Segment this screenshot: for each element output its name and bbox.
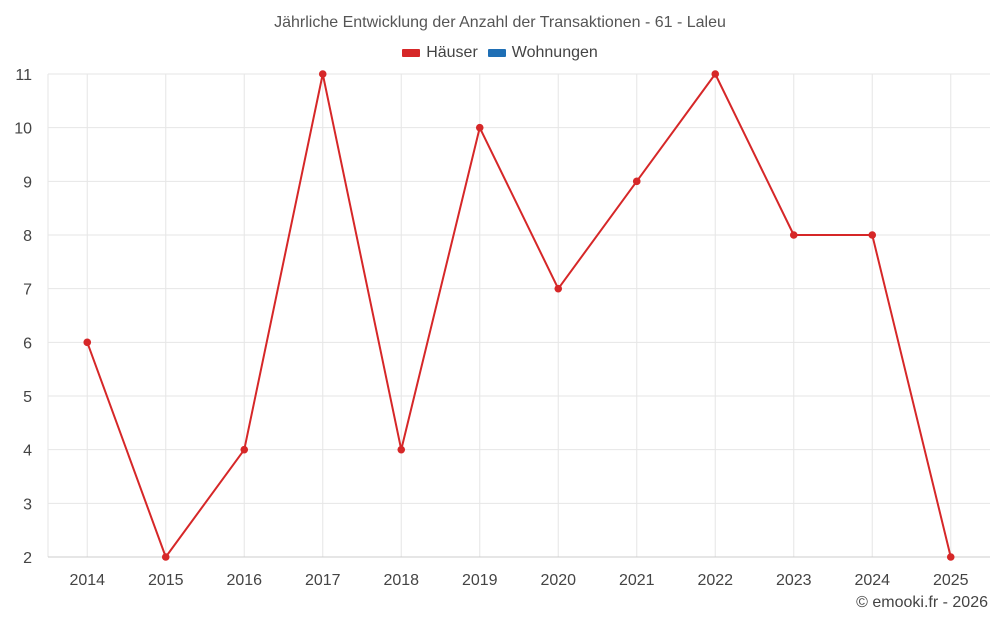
legend-swatch-haeuser xyxy=(402,49,421,57)
x-tick-label: 2014 xyxy=(69,572,105,589)
legend-item-wohnungen[interactable]: Wohnungen xyxy=(487,44,598,62)
y-tick-label: 5 xyxy=(23,389,32,406)
y-tick-label: 11 xyxy=(15,67,32,84)
data-point xyxy=(318,70,327,78)
legend-label-haeuser: Häuser xyxy=(426,44,478,61)
y-tick-label: 7 xyxy=(23,282,32,299)
legend-swatch-wohnungen xyxy=(487,49,506,57)
x-tick-label: 2020 xyxy=(540,572,576,589)
x-tick-label: 2015 xyxy=(148,572,184,589)
series-line-0 xyxy=(86,73,952,558)
x-tick-label: 2018 xyxy=(383,572,419,589)
data-point xyxy=(711,70,720,78)
data-point xyxy=(161,553,170,561)
legend-label-wohnungen: Wohnungen xyxy=(511,44,598,61)
y-tick-label: 2 xyxy=(23,550,32,567)
data-point xyxy=(632,177,641,186)
chart-title: Jährliche Entwicklung der Anzahl der Tra… xyxy=(274,14,726,31)
legend-item-haeuser[interactable]: Häuser xyxy=(402,44,478,62)
data-point xyxy=(946,553,955,561)
x-tick-label: 2022 xyxy=(697,572,733,589)
y-tick-label: 10 xyxy=(14,121,32,138)
legend: Häuser Wohnungen xyxy=(0,44,1000,62)
data-point xyxy=(868,231,877,239)
x-tick-label: 2025 xyxy=(933,572,969,589)
data-point xyxy=(397,445,406,454)
x-tick-label: 2024 xyxy=(854,572,890,589)
y-tick-label: 6 xyxy=(23,335,32,352)
data-point xyxy=(789,231,798,239)
data-point xyxy=(83,338,92,347)
y-tick-label: 4 xyxy=(23,443,32,460)
y-tick-label: 3 xyxy=(23,496,32,513)
y-tick-label: 8 xyxy=(23,228,32,245)
data-point xyxy=(240,445,249,454)
data-point xyxy=(475,123,484,132)
data-point xyxy=(554,284,563,293)
credit-text: © emooki.fr - 2026 xyxy=(856,594,988,611)
y-tick-label: 9 xyxy=(23,174,32,191)
x-tick-label: 2016 xyxy=(226,572,262,589)
x-tick-label: 2019 xyxy=(462,572,498,589)
x-tick-label: 2023 xyxy=(776,572,812,589)
x-tick-label: 2017 xyxy=(305,572,341,589)
x-tick-label: 2021 xyxy=(619,572,655,589)
